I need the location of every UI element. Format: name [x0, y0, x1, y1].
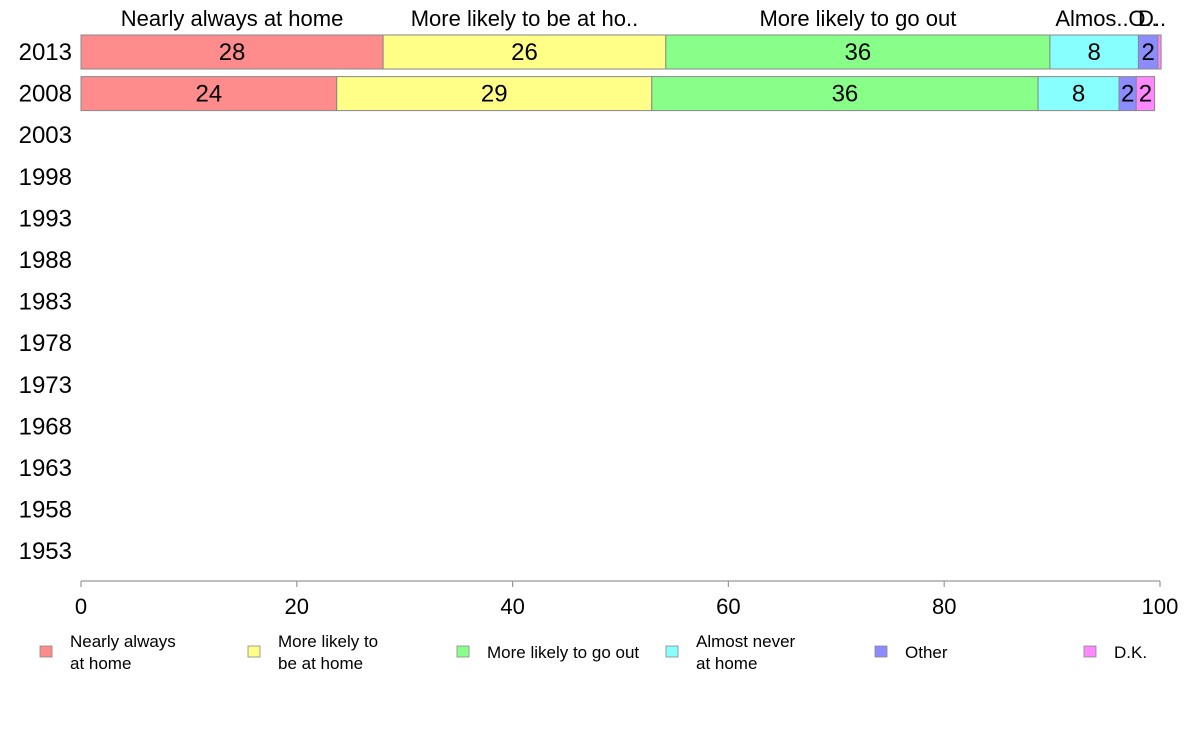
bar-segment — [382, 34, 667, 70]
data-label: 36 — [845, 39, 872, 66]
data-label: 26 — [511, 39, 538, 66]
legend-swatch — [874, 645, 888, 658]
data-label: 8 — [1072, 81, 1085, 108]
data-label: 36 — [832, 81, 859, 108]
category-label: 1988 — [19, 247, 72, 274]
series-header-label: More likely to be at ho.. — [411, 6, 638, 31]
category-label: 1978 — [19, 330, 72, 357]
category-label: 1998 — [19, 164, 72, 191]
x-tick-label: 20 — [285, 594, 309, 619]
legend-label: D.K. — [1114, 643, 1147, 662]
x-tick-label: 60 — [716, 594, 740, 619]
data-label: 2 — [1121, 81, 1134, 108]
legend-label: More likely to — [278, 632, 378, 651]
data-label: 8 — [1088, 39, 1101, 66]
legend-swatch — [665, 645, 679, 658]
bar-segment — [1135, 76, 1156, 112]
data-label: 29 — [481, 81, 508, 108]
series-header-label: Nearly always at home — [121, 6, 344, 31]
legend-label: More likely to go out — [487, 643, 639, 662]
category-label: 1963 — [19, 455, 72, 482]
legend-label: at home — [70, 654, 131, 673]
category-label: 2013 — [19, 39, 72, 66]
legend-label: Other — [905, 643, 948, 662]
series-header-label: Almos.. — [1055, 6, 1128, 31]
category-label: 1973 — [19, 372, 72, 399]
legend-label: at home — [696, 654, 757, 673]
x-tick-label: 40 — [500, 594, 524, 619]
category-label: 2008 — [19, 81, 72, 108]
category-label: 1993 — [19, 205, 72, 232]
bar-segment — [80, 34, 384, 70]
category-label: 2003 — [19, 122, 72, 149]
x-tick-label: 0 — [75, 594, 87, 619]
legend-swatch — [247, 645, 261, 658]
category-label: 1958 — [19, 497, 72, 524]
bar-segment — [1157, 34, 1162, 70]
legend-label: Nearly always — [70, 632, 176, 651]
category-label: 1953 — [19, 538, 72, 565]
series-header-label: O.. — [1128, 6, 1157, 31]
category-label: 1968 — [19, 413, 72, 440]
legend-label: be at home — [278, 654, 363, 673]
x-tick-label: 80 — [932, 594, 956, 619]
bar-segment — [336, 76, 653, 112]
bar-segment — [665, 34, 1051, 70]
legend-swatch — [456, 645, 470, 658]
category-label: 1983 — [19, 289, 72, 316]
data-label: 24 — [196, 81, 223, 108]
legend-label: Almost never — [696, 632, 796, 651]
data-label: 28 — [219, 39, 246, 66]
series-header-label: More likely to go out — [759, 6, 956, 31]
legend-swatch — [1083, 645, 1097, 658]
bar-segment — [651, 76, 1039, 112]
legend-swatch — [39, 645, 53, 658]
data-label: 2 — [1139, 81, 1152, 108]
data-label: 2 — [1141, 39, 1154, 66]
bar-segment — [1037, 76, 1120, 112]
bar-segment — [80, 76, 338, 112]
series-header-label: D.. — [1138, 6, 1166, 31]
x-tick-label: 100 — [1142, 594, 1179, 619]
